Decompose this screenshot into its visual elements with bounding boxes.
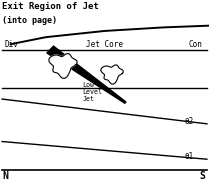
Text: Exit Region of Jet: Exit Region of Jet	[2, 2, 99, 11]
Text: Low
Level
Jet: Low Level Jet	[83, 82, 103, 102]
Polygon shape	[47, 46, 126, 103]
Text: (into page): (into page)	[2, 16, 57, 25]
Text: S: S	[199, 171, 205, 181]
Text: Div: Div	[4, 40, 18, 49]
Polygon shape	[101, 65, 123, 84]
Text: Jet Core: Jet Core	[86, 40, 123, 49]
Polygon shape	[49, 54, 77, 78]
Text: θ1: θ1	[185, 152, 194, 161]
Text: Con: Con	[189, 40, 203, 49]
Text: N: N	[2, 171, 8, 181]
Text: θ2: θ2	[185, 117, 194, 126]
